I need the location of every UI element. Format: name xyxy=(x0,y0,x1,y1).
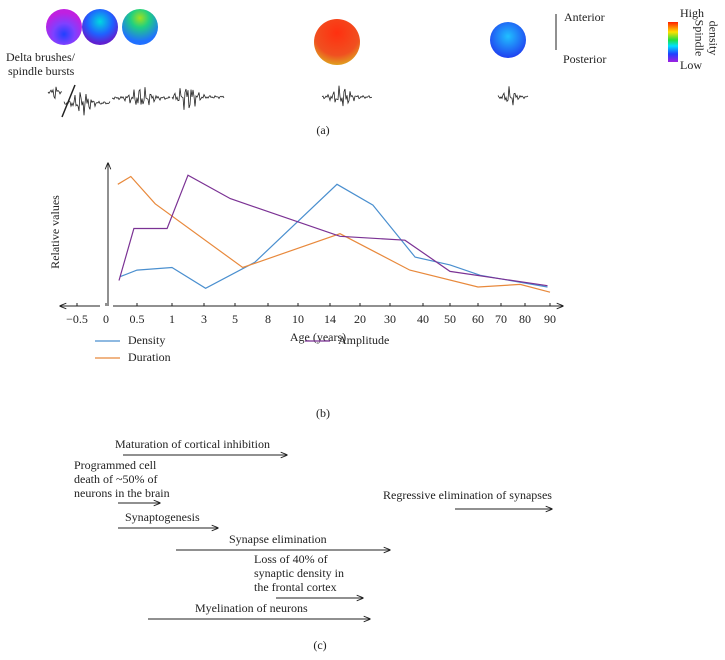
sphere xyxy=(490,22,526,58)
x-tick-label: 8 xyxy=(265,312,271,326)
event-label: Programmed cell xyxy=(74,458,157,472)
label: Spindle xyxy=(692,20,706,57)
line-series xyxy=(118,174,548,287)
panel-label: (b) xyxy=(316,406,330,420)
panel-label: (c) xyxy=(313,638,326,652)
x-tick-label: 20 xyxy=(354,312,366,326)
eeg-trace xyxy=(63,92,111,116)
x-tick-label: 0 xyxy=(103,312,109,326)
event-label: Regressive elimination of synapses xyxy=(383,488,552,502)
panel-label: (a) xyxy=(316,123,329,137)
x-tick-label: 30 xyxy=(384,312,396,326)
x-tick-label: 60 xyxy=(472,312,484,326)
x-tick-label: 10 xyxy=(292,312,304,326)
eeg-trace xyxy=(497,86,529,106)
event-label: Loss of 40% of xyxy=(254,552,328,566)
x-tick-label: −0.5 xyxy=(66,312,88,326)
x-tick-label: 40 xyxy=(417,312,429,326)
x-tick-label: 0.5 xyxy=(130,312,145,326)
x-tick-label: 3 xyxy=(201,312,207,326)
sphere xyxy=(122,9,158,45)
event-label: death of ~50% of xyxy=(74,472,157,486)
event-label: Synapse elimination xyxy=(229,532,327,546)
event-label: the frontal cortex xyxy=(254,580,337,594)
x-tick-label: 70 xyxy=(495,312,507,326)
eeg-trace xyxy=(321,85,373,107)
colorbar xyxy=(668,22,678,62)
label: Low xyxy=(680,58,702,72)
sphere xyxy=(46,9,82,45)
x-tick-label: 1 xyxy=(169,312,175,326)
eeg-traces xyxy=(47,85,529,116)
label: Delta brushes/ xyxy=(6,50,76,64)
sphere xyxy=(82,9,118,45)
x-tick-label: 5 xyxy=(232,312,238,326)
x-tick-label: 50 xyxy=(444,312,456,326)
line-series xyxy=(120,183,548,289)
x-tick-label: 14 xyxy=(324,312,336,326)
label: density xyxy=(706,21,720,56)
event-label: Synaptogenesis xyxy=(125,510,200,524)
timeline xyxy=(118,455,552,619)
legend-label: Density xyxy=(128,333,165,347)
label: spindle bursts xyxy=(8,64,75,78)
legend-label: Duration xyxy=(128,350,171,364)
line-series xyxy=(117,175,551,293)
x-tick-label: 90 xyxy=(544,312,556,326)
event-label: Myelination of neurons xyxy=(195,601,308,615)
event-label: synaptic density in xyxy=(254,566,344,580)
label: High xyxy=(680,6,704,20)
event-label: Maturation of cortical inhibition xyxy=(115,437,270,451)
eeg-trace xyxy=(171,88,225,110)
eeg-trace xyxy=(47,86,63,100)
label: Anterior xyxy=(564,10,605,24)
x-axis-label: Age (years) xyxy=(290,330,346,344)
eeg-trace xyxy=(111,87,171,106)
sphere xyxy=(314,19,360,65)
label: Posterior xyxy=(563,52,606,66)
x-tick-label: 80 xyxy=(519,312,531,326)
y-axis-label: Relative values xyxy=(48,195,62,269)
event-label: neurons in the brain xyxy=(74,486,170,500)
legend-label: Amplitude xyxy=(338,333,389,347)
